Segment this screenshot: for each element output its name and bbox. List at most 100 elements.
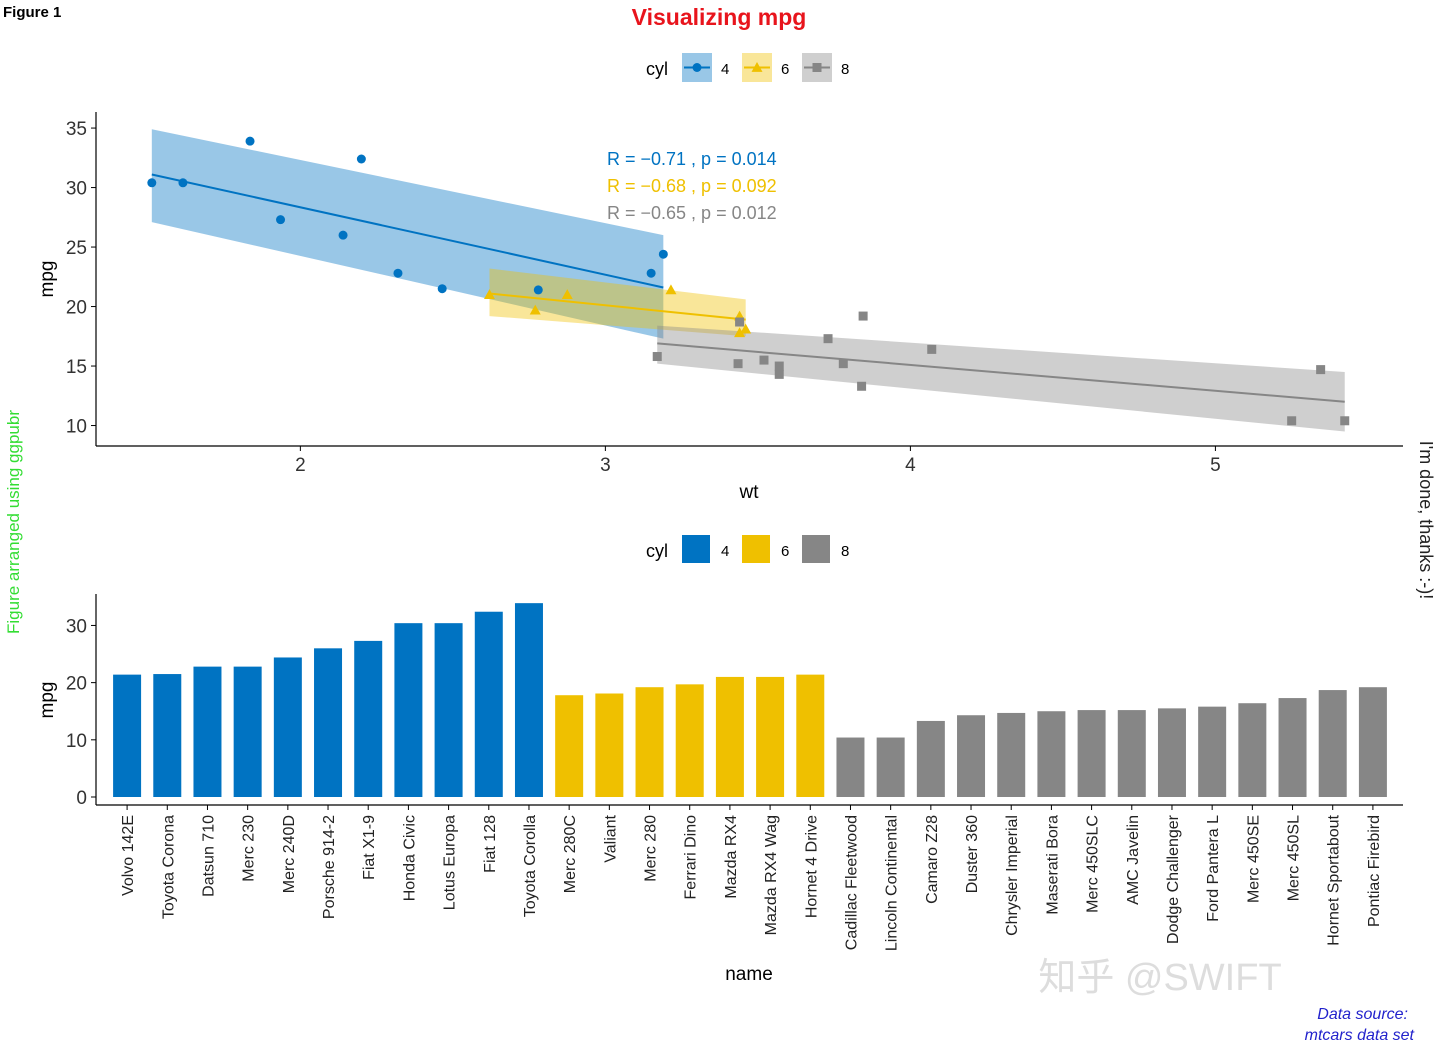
- bar: [113, 674, 142, 797]
- bar: [836, 737, 865, 797]
- annotation-r-4: R = −0.71 , p = 0.014: [607, 149, 777, 169]
- bar: [595, 693, 624, 797]
- bar: [474, 611, 503, 797]
- annotation-r-8: R = −0.65 , p = 0.012: [607, 203, 777, 223]
- bar: [756, 676, 785, 797]
- y-tick-label: 30: [66, 179, 87, 200]
- data-point-8: [774, 361, 784, 371]
- legend-title: cyl: [646, 59, 668, 79]
- legend-label-4: 4: [721, 543, 729, 560]
- data-point-6: [734, 327, 746, 338]
- x-tick-label: Lotus Europa: [442, 815, 459, 910]
- x-tick-label: 2: [295, 455, 306, 476]
- bar: [876, 737, 905, 797]
- x-tick-label: AMC Javelin: [1125, 815, 1142, 905]
- x-tick-label: 4: [905, 455, 916, 476]
- legend-label-8: 8: [841, 543, 849, 560]
- data-point-4: [338, 230, 348, 240]
- y-tick-label: 30: [66, 616, 87, 637]
- data-point-4: [356, 154, 366, 164]
- bar: [1238, 703, 1267, 797]
- x-tick-label: 3: [600, 455, 611, 476]
- scatter-legend: cyl 4 6 8: [646, 53, 849, 82]
- data-point-4: [533, 285, 543, 295]
- confidence-band-4: [151, 129, 664, 339]
- x-tick-label: Volvo 142E: [120, 815, 137, 896]
- y-tick-label: 20: [66, 674, 87, 695]
- x-tick-label: Maserati Bora: [1044, 815, 1061, 915]
- x-tick-label: 5: [1210, 455, 1221, 476]
- x-tick-label: Mazda RX4: [723, 815, 740, 899]
- bar: [193, 666, 222, 797]
- x-tick-label: Ferrari Dino: [683, 815, 700, 900]
- data-point-4: [245, 136, 255, 146]
- x-tick-label: Toyota Corona: [160, 815, 177, 919]
- bar: [635, 687, 664, 797]
- bar: [1278, 698, 1307, 797]
- figure-label: Figure 1: [3, 4, 61, 21]
- legend-label-8: 8: [841, 61, 849, 78]
- bar: [1077, 710, 1106, 797]
- x-tick-label: Hornet Sportabout: [1326, 814, 1343, 945]
- legend-marker-6: [751, 62, 763, 72]
- bar-panel: name mpg Volvo 142E Toyota Corona Datsun 7…: [37, 594, 1403, 985]
- source-line-2: mtcars data set: [1305, 1027, 1415, 1044]
- x-tick-label: Lincoln Continental: [884, 815, 901, 951]
- x-tick-label: Mazda RX4 Wag: [763, 815, 780, 935]
- data-point-6: [529, 304, 541, 315]
- data-point-6: [561, 289, 573, 300]
- data-point-4: [646, 268, 656, 278]
- data-point-8: [735, 317, 745, 327]
- legend-label-6: 6: [781, 61, 789, 78]
- source-line-1: Data source:: [1317, 1006, 1408, 1023]
- data-point-8: [1287, 416, 1297, 426]
- x-tick-label: Camaro Z28: [924, 815, 941, 904]
- confidence-band-6: [489, 268, 746, 337]
- x-tick-label: Valiant: [602, 814, 619, 862]
- legend-label-4: 4: [721, 61, 729, 78]
- x-tick-label: Ford Pantera L: [1205, 815, 1222, 922]
- bar: [555, 695, 584, 797]
- confidence-band-8: [657, 325, 1345, 432]
- annotation-r-6: R = −0.68 , p = 0.092: [607, 176, 777, 196]
- data-point-8: [1340, 416, 1350, 426]
- legend-title: cyl: [646, 541, 668, 561]
- x-tick-label: Merc 450SL: [1286, 815, 1303, 901]
- x-tick-label: Toyota Corolla: [522, 815, 539, 917]
- bar: [957, 715, 986, 797]
- regression-line-4: [151, 173, 664, 289]
- chart-title: Visualizing mpg: [632, 4, 807, 30]
- bar: [233, 666, 262, 797]
- x-tick-label: Pontiac Firebird: [1366, 815, 1383, 927]
- y-tick-label: 0: [76, 788, 87, 809]
- bar: [1318, 690, 1347, 797]
- y-axis-label: mpg: [37, 682, 58, 719]
- x-tick-label: Dodge Challenger: [1165, 814, 1182, 944]
- bar: [273, 657, 302, 797]
- x-tick-label: Porsche 914-2: [321, 815, 338, 919]
- data-point-4: [276, 215, 286, 225]
- data-point-8: [858, 311, 868, 321]
- data-point-4: [393, 268, 403, 278]
- bar: [1037, 711, 1066, 797]
- y-axis-label: mpg: [37, 261, 58, 298]
- x-tick-label: Merc 240D: [281, 815, 298, 893]
- y-tick-label: 10: [66, 417, 87, 438]
- x-tick-label: Cadillac Fleetwood: [843, 815, 860, 950]
- x-tick-label: Fiat X1-9: [361, 815, 378, 880]
- bar: [394, 623, 423, 797]
- x-tick-label: Datsun 710: [200, 815, 217, 897]
- x-tick-label: Merc 280C: [562, 815, 579, 893]
- y-tick-label: 35: [66, 119, 87, 140]
- bar: [1117, 710, 1146, 797]
- watermark: 知乎 @SWIFT: [1038, 957, 1281, 999]
- x-tick-label: Duster 360: [964, 815, 981, 893]
- x-tick-label: Honda Civic: [401, 815, 418, 901]
- data-point-4: [437, 284, 447, 294]
- data-point-8: [733, 359, 743, 369]
- legend-label-6: 6: [781, 543, 789, 560]
- y-tick-label: 25: [66, 238, 87, 259]
- bar: [354, 640, 383, 797]
- left-caption: Figure arranged using ggpubr: [4, 410, 23, 634]
